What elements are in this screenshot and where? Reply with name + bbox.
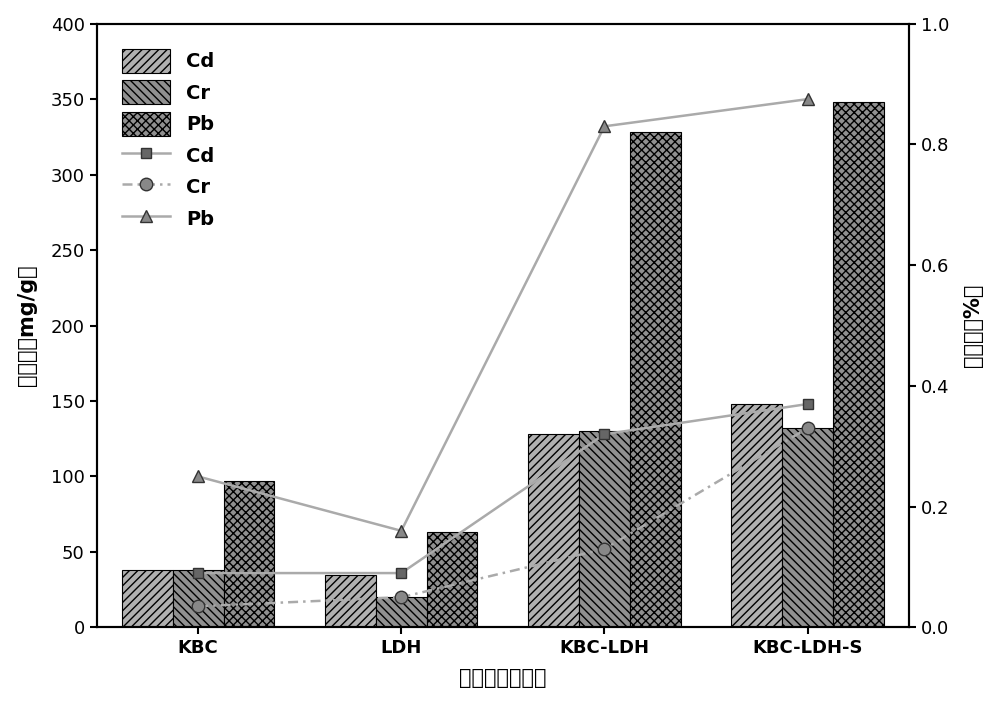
Bar [376, 597, 427, 627]
Bar [731, 404, 782, 627]
Bar [528, 434, 579, 627]
Bar [427, 532, 477, 627]
Bar [630, 133, 681, 627]
Y-axis label: 吸附量（mg/g）: 吸附量（mg/g） [17, 265, 37, 386]
Bar [782, 428, 833, 627]
Bar [325, 575, 376, 627]
Bar [833, 102, 884, 627]
Bar [224, 481, 274, 627]
Bar [173, 570, 224, 627]
Legend: Cd, Cr, Pb, Cd, Cr, Pb: Cd, Cr, Pb, Cd, Cr, Pb [106, 33, 230, 246]
Y-axis label: 去除率（%）: 去除率（%） [963, 284, 983, 367]
X-axis label: 不同种类吸附剂: 不同种类吸附剂 [459, 668, 547, 688]
Bar [579, 431, 630, 627]
Bar [122, 570, 173, 627]
